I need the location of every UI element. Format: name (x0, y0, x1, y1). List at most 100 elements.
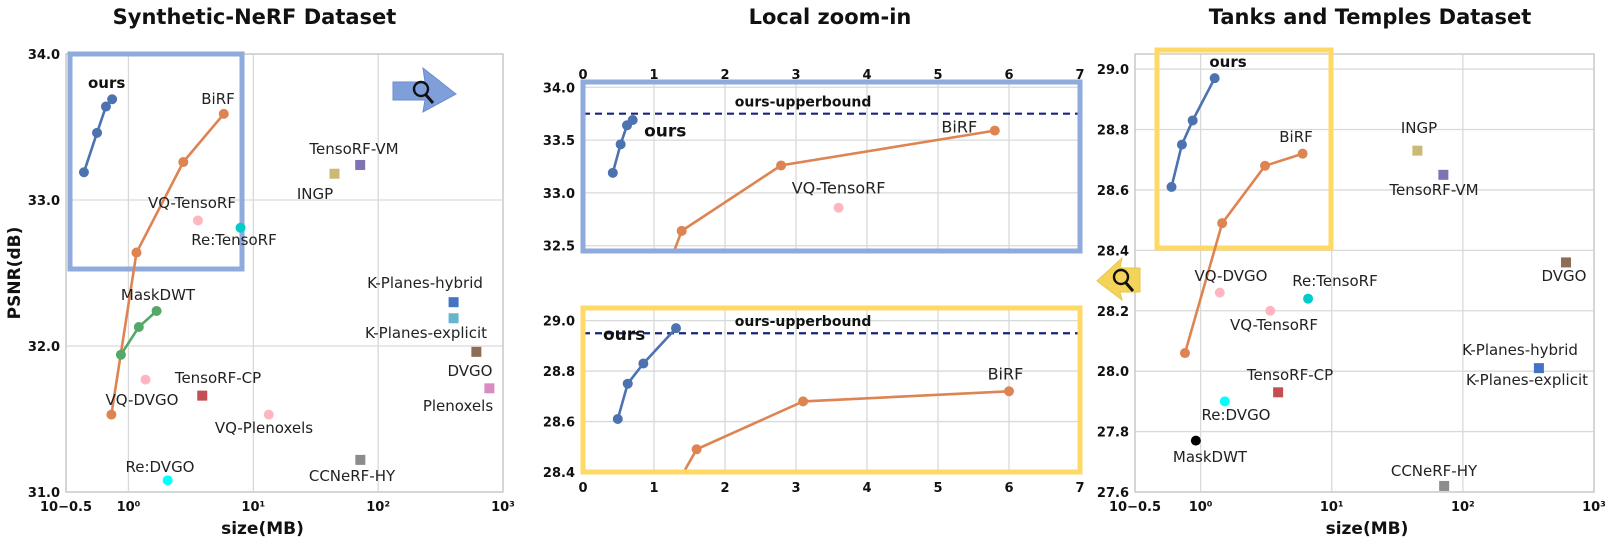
TensoRF-CP-marker (197, 390, 208, 401)
BiRF-point (663, 262, 673, 272)
series-label-birf: BiRF (988, 364, 1024, 383)
x-tick-label: 10² (366, 500, 390, 515)
y-tick-label: 32.5 (543, 240, 575, 255)
x-tick-label: 7 (1075, 68, 1084, 83)
y-tick-label: 27.8 (1097, 426, 1129, 441)
Re:DVGO-marker (1219, 396, 1230, 407)
x-tick-label: 2 (720, 481, 729, 496)
point-label: Plenoxels (423, 397, 493, 415)
series-label-ours: ours (1209, 53, 1246, 71)
y-tick-label: 29.0 (543, 315, 575, 330)
BiRF-point (776, 160, 787, 171)
ours-point (1209, 73, 1220, 84)
magnifier-lens-icon (412, 80, 430, 98)
chart-title: Tanks and Temples Dataset (1209, 5, 1532, 29)
point-label: TensoRF-CP (174, 369, 261, 387)
birf-point (1217, 218, 1228, 229)
ours-point (1176, 139, 1187, 150)
x-tick-label: 10¹ (241, 500, 265, 515)
magnifier-arrow-icon (392, 66, 457, 113)
y-tick-label: 33.5 (543, 134, 575, 149)
maskdwt-point (151, 305, 162, 316)
TensoRF-VM-marker (1438, 169, 1449, 180)
BiRF-line (682, 390, 1010, 472)
x-tick-label: 5 (933, 481, 942, 496)
VQ-Plenoxels-marker (263, 409, 274, 420)
magnifier-arrow-icon (1096, 256, 1141, 302)
Re:TensoRF-marker (1303, 293, 1314, 304)
ours-point (615, 139, 626, 150)
birf-point (178, 157, 189, 168)
point-label: VQ-DVGO (1195, 267, 1268, 285)
point-label: TensoRF-VM (308, 140, 398, 158)
y-tick-label: 31.0 (28, 486, 60, 501)
CCNeRF-HY-marker (355, 454, 366, 465)
x-tick-label: 6 (1004, 68, 1013, 83)
DVGO-marker (471, 346, 482, 357)
zoom-box-blue (67, 51, 245, 272)
x-tick-label: 0 (578, 68, 587, 83)
x-tick-label: 7 (1075, 481, 1084, 496)
birf-point (131, 247, 142, 258)
CCNeRF-HY-marker (1439, 480, 1450, 491)
zoom-frame-blue (580, 79, 1083, 254)
point-label: Re:TensoRF (1292, 272, 1377, 290)
VQ-TensoRF-marker (833, 202, 844, 213)
y-tick-label: 28.8 (1097, 124, 1129, 139)
DVGO-marker (1561, 257, 1572, 268)
ours-point (100, 101, 111, 112)
series-label-ours: ours (603, 325, 645, 345)
maskdwt-point (115, 349, 126, 360)
y-tick-label: 32.0 (28, 340, 60, 355)
ours-point (612, 414, 623, 425)
y-tick-label: 33.0 (543, 187, 575, 202)
ours-point (107, 94, 118, 105)
ours-point (622, 378, 633, 389)
x-tick-label: 10⁰ (117, 500, 141, 515)
ours-point (627, 115, 638, 126)
magnifier-handle-icon (424, 94, 435, 104)
VQ-TensoRF-marker (1265, 305, 1276, 316)
x-tick-label: 10³ (491, 500, 515, 515)
BiRF-point (1004, 386, 1014, 397)
point-label: DVGO (1542, 267, 1587, 285)
x-axis-label: size(MB) (221, 519, 304, 539)
x-tick-label: 2 (720, 68, 729, 83)
x-tick-label: 10⁰ (1189, 500, 1213, 515)
point-label: TensoRF-CP (1246, 366, 1333, 384)
y-tick-label: 28.2 (1097, 305, 1129, 320)
point-label: DVGO (448, 362, 493, 380)
zoom-box-yellow (1154, 47, 1334, 251)
VQ-DVGO-marker (140, 374, 151, 385)
ours-line (616, 327, 677, 420)
chart-title: Synthetic-NeRF Dataset (113, 5, 397, 29)
VQ-DVGO-marker (1214, 287, 1225, 298)
point-label: CCNeRF-HY (1391, 462, 1478, 480)
x-tick-label: 3 (791, 481, 800, 496)
point-label: CCNeRF-HY (309, 467, 396, 485)
point-label: INGP (297, 185, 333, 203)
magnifier-lens-icon (1112, 268, 1130, 286)
point-label: MaskDWT (1173, 448, 1248, 466)
point-label: VQ-DVGO (106, 391, 179, 409)
x-tick-label: 0 (578, 481, 587, 496)
INGP-marker (329, 168, 340, 179)
birf-point (1260, 160, 1271, 171)
point-label: VQ-TensoRF (148, 194, 236, 212)
x-tick-label: 1 (649, 68, 658, 83)
point-label: K-Planes-hybrid (367, 274, 483, 292)
x-tick-label: 4 (862, 68, 871, 83)
BiRF-line (672, 129, 996, 251)
zoom-frame-yellow (580, 305, 1083, 475)
K-Planes-hybrid-marker (1533, 363, 1544, 374)
x-tick-label: 1 (649, 481, 658, 496)
series-label-birf: BiRF (1279, 128, 1313, 146)
x-tick-label: 10¹ (1320, 500, 1344, 515)
birf-point (1297, 148, 1308, 159)
TensoRF-CP-marker (1273, 387, 1284, 398)
x-tick-label: 10−0.5 (40, 500, 92, 515)
INGP-marker (1412, 145, 1423, 156)
series-label-birf: BiRF (941, 118, 977, 137)
K-Planes-hybrid-marker (448, 297, 459, 308)
